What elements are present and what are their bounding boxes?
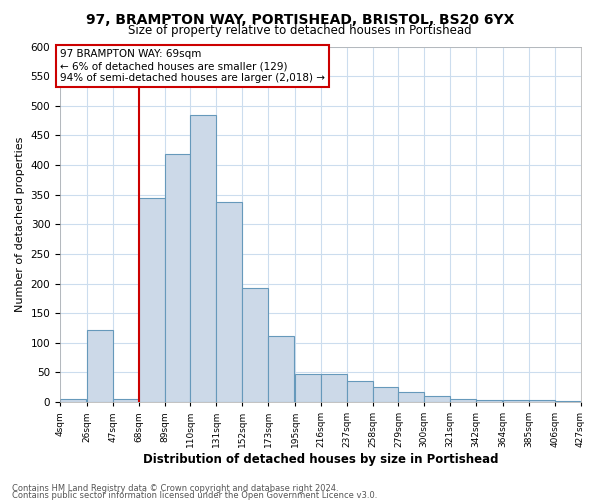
Bar <box>424 396 450 402</box>
Bar <box>190 114 216 402</box>
Text: Size of property relative to detached houses in Portishead: Size of property relative to detached ho… <box>128 24 472 37</box>
Bar <box>164 154 190 402</box>
Text: Contains HM Land Registry data © Crown copyright and database right 2024.: Contains HM Land Registry data © Crown c… <box>12 484 338 493</box>
Bar <box>87 330 113 402</box>
Bar <box>60 399 86 402</box>
Bar <box>450 399 476 402</box>
Bar <box>529 400 554 402</box>
Bar <box>503 400 529 402</box>
Bar <box>476 400 502 402</box>
Bar <box>321 374 347 402</box>
Bar <box>268 336 294 402</box>
Text: Contains public sector information licensed under the Open Government Licence v3: Contains public sector information licen… <box>12 492 377 500</box>
Text: 97, BRAMPTON WAY, PORTISHEAD, BRISTOL, BS20 6YX: 97, BRAMPTON WAY, PORTISHEAD, BRISTOL, B… <box>86 12 514 26</box>
Bar <box>295 374 321 402</box>
Bar <box>216 202 242 402</box>
Bar <box>113 399 139 402</box>
Bar <box>373 387 398 402</box>
Text: 97 BRAMPTON WAY: 69sqm
← 6% of detached houses are smaller (129)
94% of semi-det: 97 BRAMPTON WAY: 69sqm ← 6% of detached … <box>60 50 325 82</box>
Bar <box>398 392 424 402</box>
Bar <box>554 401 580 402</box>
X-axis label: Distribution of detached houses by size in Portishead: Distribution of detached houses by size … <box>143 453 498 466</box>
Bar <box>139 198 164 402</box>
Bar <box>242 288 268 402</box>
Y-axis label: Number of detached properties: Number of detached properties <box>15 136 25 312</box>
Bar <box>347 382 373 402</box>
